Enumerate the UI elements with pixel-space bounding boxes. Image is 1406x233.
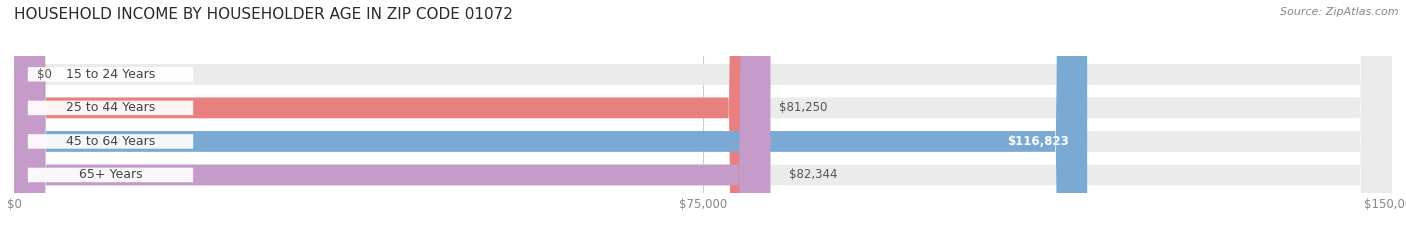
Text: 25 to 44 Years: 25 to 44 Years — [66, 101, 155, 114]
FancyBboxPatch shape — [14, 0, 761, 233]
FancyBboxPatch shape — [14, 0, 770, 233]
FancyBboxPatch shape — [28, 67, 193, 82]
FancyBboxPatch shape — [28, 101, 193, 115]
Text: $82,344: $82,344 — [789, 168, 838, 182]
FancyBboxPatch shape — [14, 0, 1392, 233]
Text: $0: $0 — [37, 68, 52, 81]
Text: $116,823: $116,823 — [1007, 135, 1069, 148]
Text: 15 to 24 Years: 15 to 24 Years — [66, 68, 155, 81]
FancyBboxPatch shape — [14, 0, 1392, 233]
FancyBboxPatch shape — [14, 0, 1087, 233]
FancyBboxPatch shape — [0, 0, 46, 233]
FancyBboxPatch shape — [28, 134, 193, 149]
Text: Source: ZipAtlas.com: Source: ZipAtlas.com — [1281, 7, 1399, 17]
Text: HOUSEHOLD INCOME BY HOUSEHOLDER AGE IN ZIP CODE 01072: HOUSEHOLD INCOME BY HOUSEHOLDER AGE IN Z… — [14, 7, 513, 22]
FancyBboxPatch shape — [14, 0, 1392, 233]
Text: $81,250: $81,250 — [779, 101, 827, 114]
Text: 65+ Years: 65+ Years — [79, 168, 142, 182]
Text: 45 to 64 Years: 45 to 64 Years — [66, 135, 155, 148]
FancyBboxPatch shape — [28, 168, 193, 182]
FancyBboxPatch shape — [14, 0, 1392, 233]
